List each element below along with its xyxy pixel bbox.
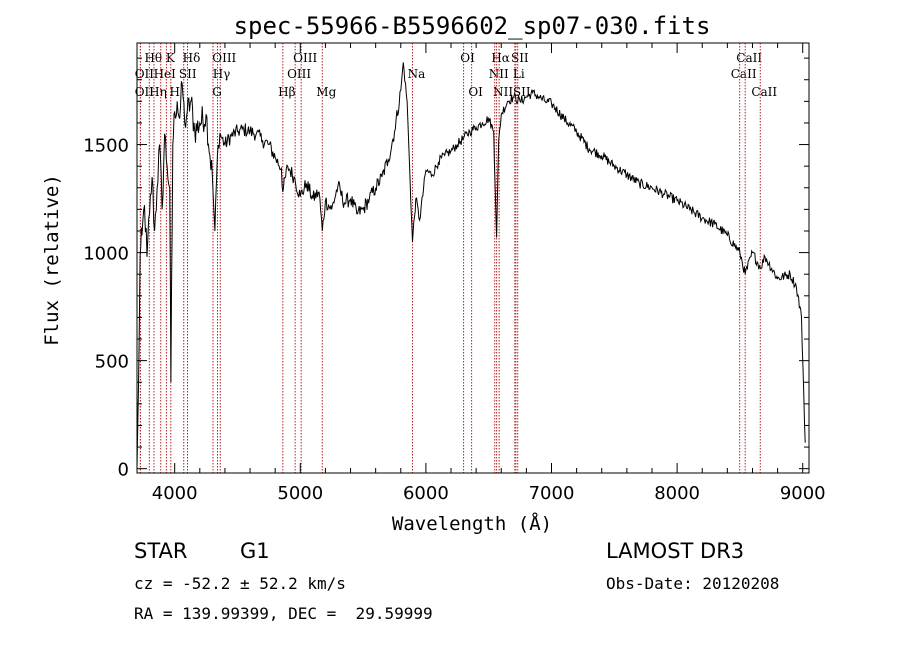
x-tick-label-9000: 9000 bbox=[780, 483, 826, 504]
x-tick-label-6000: 6000 bbox=[403, 483, 449, 504]
marker-label-11: G bbox=[212, 85, 222, 99]
marker-label-15: Mg bbox=[316, 85, 336, 99]
marker-label-20: NII bbox=[493, 85, 513, 99]
marker-label-1: OII bbox=[135, 67, 155, 81]
marker-label-6: H bbox=[170, 85, 180, 99]
y-tick-label-0: 0 bbox=[118, 460, 129, 481]
marker-label-23: SII bbox=[513, 85, 531, 99]
marker-label-13: OIII bbox=[287, 67, 311, 81]
chart-title: spec-55966-B5596602_sp07-030.fits bbox=[234, 12, 711, 40]
plot-frame bbox=[136, 42, 810, 474]
x-axis-label: Wavelength (Å) bbox=[392, 512, 552, 535]
y-tick-label-500: 500 bbox=[95, 352, 129, 373]
marker-label-10: Hγ bbox=[213, 67, 231, 81]
marker-label-2: OII bbox=[135, 85, 155, 99]
marker-label-22: SII bbox=[511, 51, 529, 65]
object-subclass: G1 bbox=[240, 539, 270, 563]
marker-label-9: OIII bbox=[212, 51, 236, 65]
marker-label-17: OI bbox=[460, 51, 475, 65]
x-tick-label-8000: 8000 bbox=[654, 483, 700, 504]
marker-label-16: Na bbox=[408, 67, 426, 81]
survey-label: LAMOST DR3 bbox=[606, 539, 745, 563]
axis-ticks: 4000 5000 6000 7000 8000 9000 0 500 1000 1500 bbox=[83, 43, 826, 504]
marker-label-4: Hη bbox=[149, 85, 167, 99]
y-tick-label-1000: 1000 bbox=[83, 244, 129, 265]
marker-label-24: Li bbox=[513, 67, 525, 81]
y-axis-label: Flux (relative) bbox=[41, 174, 63, 346]
spectrum-chart: spec-55966-B5596602_sp07-030.fits Hθ OII O… bbox=[41, 12, 826, 535]
marker-label-18: OI bbox=[468, 85, 483, 99]
marker-label-8: Hδ bbox=[183, 51, 201, 65]
marker-label-27: CaII bbox=[751, 85, 777, 99]
marker-label-21: Hα bbox=[491, 51, 510, 65]
marker-label-25: CaII bbox=[731, 67, 757, 81]
obs-date-text: Obs-Date: 20120208 bbox=[606, 574, 780, 593]
marker-label-26: CaII bbox=[736, 51, 762, 65]
x-tick-label-5000: 5000 bbox=[277, 483, 323, 504]
x-tick-label-7000: 7000 bbox=[529, 483, 575, 504]
object-class: STAR bbox=[134, 539, 188, 563]
marker-label-0: Hθ bbox=[144, 51, 162, 65]
redshift-text: cz = -52.2 ± 52.2 km/s bbox=[134, 574, 346, 593]
marker-label-3: HeI bbox=[154, 67, 177, 81]
y-tick-label-1500: 1500 bbox=[83, 136, 129, 157]
coordinates-text: RA = 139.99399, DEC = 29.59999 bbox=[134, 604, 433, 623]
marker-label-12: Hβ bbox=[278, 85, 295, 99]
marker-label-14: OIII bbox=[293, 51, 317, 65]
line-markers: HθOIIOIIHeIHηKHSIIHδOIIIHγGHβOIIIOIIIMgN… bbox=[135, 43, 777, 473]
x-tick-label-4000: 4000 bbox=[152, 483, 198, 504]
spectrum-line bbox=[136, 62, 806, 469]
